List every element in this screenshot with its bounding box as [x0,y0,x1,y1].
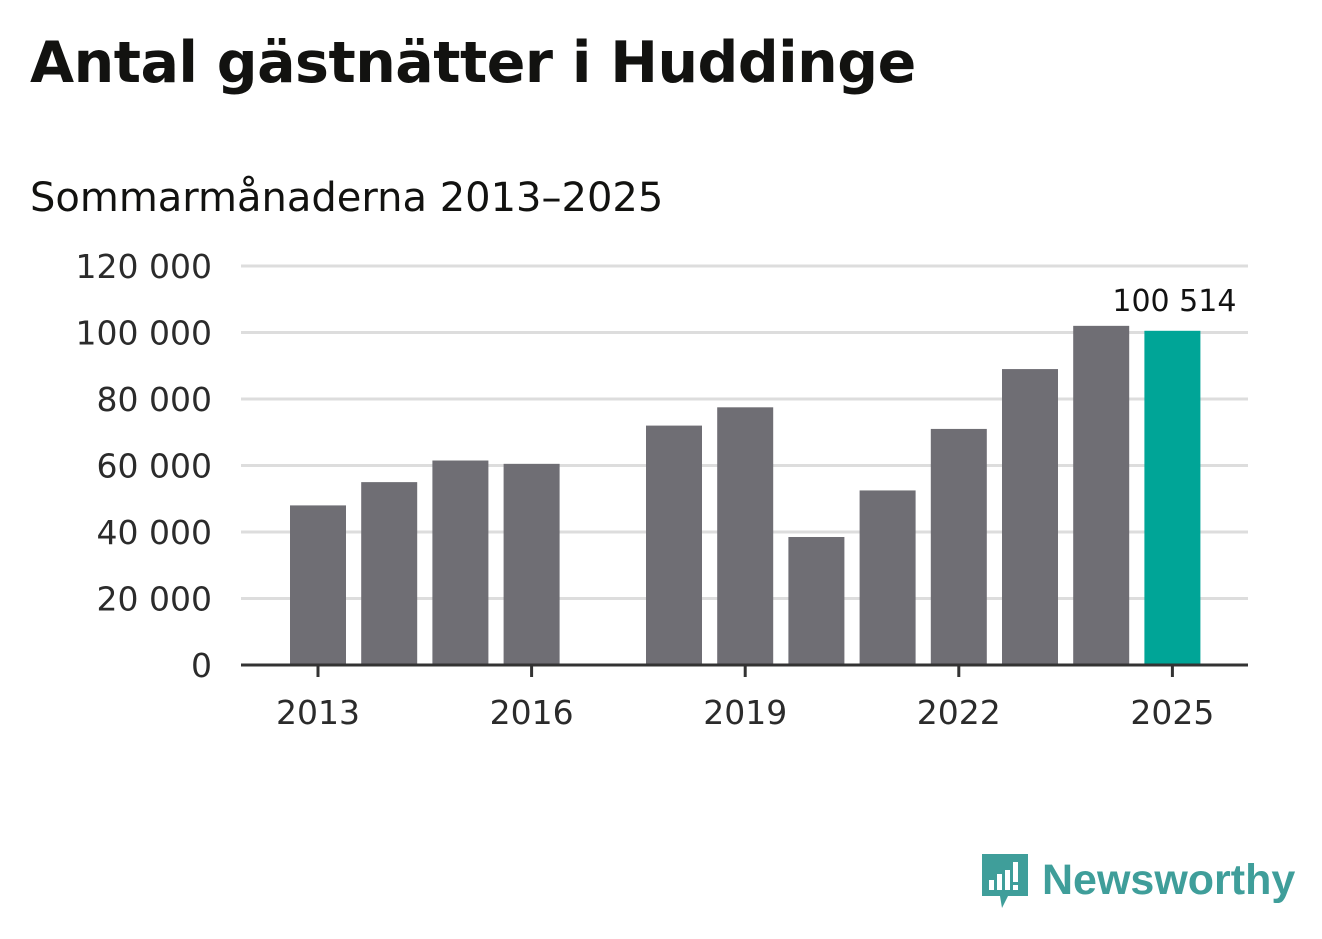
y-tick-label: 120 000 [76,247,212,286]
x-tick-label: 2016 [490,693,574,732]
x-tick-label: 2019 [703,693,787,732]
bar [503,463,560,665]
bars [290,325,1201,665]
bar [646,425,702,665]
tick-labels: 0 20 000 40 000 60 000 80 000 100 000 120 000 1… [76,247,1237,732]
chart-title: Antal gästnätter i Huddinge [30,30,916,96]
brand-name: Newsworthy [1042,855,1296,904]
newsworthy-logo: Newsworthy [980,850,1295,910]
axes [241,663,1248,677]
y-tick-label: 40 000 [97,513,212,552]
x-tick-label: 2025 [1130,693,1214,732]
bar [361,482,418,665]
bar [432,460,489,665]
bar [788,536,845,665]
y-tick-label: 100 000 [76,314,212,353]
highlight-value-label: 100 514 [1112,284,1236,319]
bar [859,490,916,665]
bar [1002,369,1058,665]
bar [290,505,346,665]
bar [717,407,774,665]
bar [1073,325,1130,665]
y-tick-label: 80 000 [97,380,212,419]
y-tick-label: 0 [191,646,212,685]
y-tick-label: 60 000 [97,447,212,486]
x-tick-label: 2022 [917,693,1001,732]
bar [930,428,987,665]
bar-highlight [1144,330,1201,665]
newsworthy-chat-bars-icon [982,854,1028,908]
chart-subtitle: Sommarmånaderna 2013–2025 [30,175,664,221]
y-tick-label: 20 000 [97,580,212,619]
x-tick-label: 2013 [276,693,360,732]
